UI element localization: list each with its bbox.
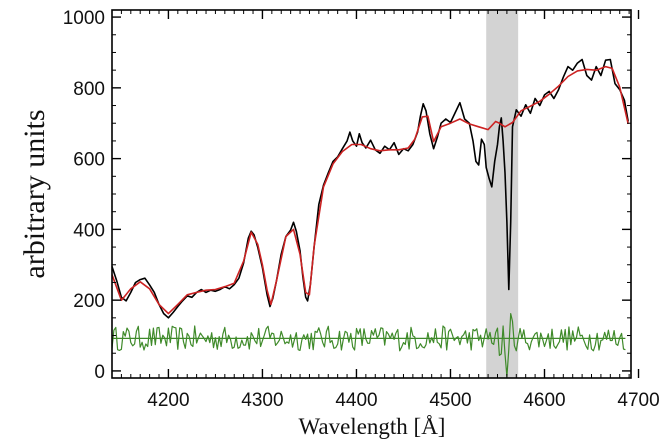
y-tick-label: 800	[73, 79, 105, 100]
x-tick-label: 4600	[523, 390, 565, 411]
x-tick-label: 4500	[429, 390, 471, 411]
x-tick-label: 4300	[241, 390, 283, 411]
y-tick-label: 0	[94, 362, 105, 383]
x-tick-label: 4400	[335, 390, 377, 411]
y-axis-title: arbitrary units	[18, 109, 51, 278]
x-tick-label: 4700	[617, 390, 659, 411]
observed-spectrum-line	[111, 58, 629, 319]
y-tick-label: 200	[73, 291, 105, 312]
x-tick-label: 4200	[147, 390, 189, 411]
y-tick-label: 600	[73, 150, 105, 171]
residuals-line	[111, 313, 626, 378]
model-fit-line	[111, 65, 629, 315]
y-tick-label: 1000	[63, 8, 105, 29]
x-axis-title: Wavelength [Å]	[299, 414, 446, 439]
masked-region	[486, 10, 519, 378]
y-tick-label: 400	[73, 220, 105, 241]
plot-frame	[111, 9, 632, 379]
